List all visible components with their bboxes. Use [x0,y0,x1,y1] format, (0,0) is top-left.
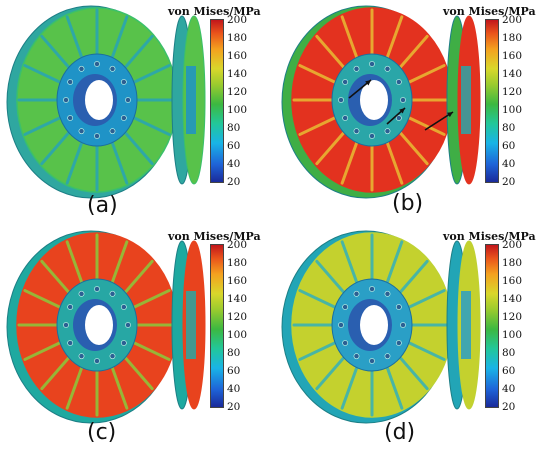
colorbar-tick-label: 140 [227,68,248,80]
colorbar-ticks: 200 180 160 140 120 100 80 60 40 20 [502,239,532,413]
colorbar-title: von Mises/MPa [443,5,536,18]
colorbar-tick-label: 120 [227,311,248,323]
side-view-hub [186,291,196,359]
colorbar-tick-label: 100 [227,329,248,341]
bolt-holes [338,286,406,364]
colorbar-tick-label: 160 [227,50,248,62]
panel-label: (b) [392,191,424,216]
colorbar-tick-label: 100 [502,329,523,341]
colorbar [210,244,224,408]
panel-label: (a) [87,193,118,218]
bore-hole [85,80,113,120]
colorbar-ticks: 200 180 160 140 120 100 80 60 40 20 [502,14,532,188]
bore-hole [360,80,388,120]
panel-a: von Mises/MPa 200 180 160 140 120 100 80 60 40 20… [0,0,275,224]
colorbar-tick-label: 200 [502,14,523,26]
colorbar-tick-label: 180 [227,32,248,44]
colorbar [485,244,499,408]
disc-render [6,5,206,199]
colorbar-tick-label: 80 [502,122,516,134]
colorbar-tick-label: 200 [227,239,248,251]
colorbar-title: von Mises/MPa [168,5,261,18]
side-view-hub [186,66,196,134]
bolt-holes [63,61,131,139]
colorbar-tick-label: 120 [502,86,523,98]
colorbar-tick-label: 120 [227,86,248,98]
colorbar-ticks: 200 180 160 140 120 100 80 60 40 20 [227,239,257,413]
disc-vanes [17,233,177,417]
colorbar-title: von Mises/MPa [443,230,536,243]
colorbar-tick-label: 40 [502,158,516,170]
colorbar-tick-label: 20 [502,401,516,413]
colorbar-tick-label: 60 [502,365,516,377]
colorbar-tick-label: 20 [502,176,516,188]
colorbar-tick-label: 40 [227,158,241,170]
colorbar-tick-label: 100 [227,104,248,116]
colorbar-tick-label: 100 [502,104,523,116]
panel-label: (d) [384,420,416,445]
bolt-holes [338,61,406,139]
colorbar-tick-label: 200 [502,239,523,251]
colorbar-tick-label: 80 [502,347,516,359]
colorbar-tick-label: 140 [502,293,523,305]
disc-render [281,230,481,424]
colorbar-tick-label: 160 [227,275,248,287]
colorbar [210,19,224,183]
colorbar-tick-label: 180 [502,32,523,44]
colorbar-tick-label: 20 [227,401,241,413]
colorbar-tick-label: 40 [227,383,241,395]
colorbar-title: von Mises/MPa [168,230,261,243]
colorbar-tick-label: 60 [227,365,241,377]
disc-vanes [17,8,177,192]
panel-label: (c) [87,420,117,445]
panel-c: von Mises/MPa 200 180 160 140 120 100 80 60 40 20… [0,225,275,449]
side-view-hub [461,291,471,359]
disc-vanes [292,233,452,417]
colorbar-tick-label: 180 [227,257,248,269]
colorbar-tick-label: 20 [227,176,241,188]
bore-hole [360,305,388,345]
disc-render [281,5,481,199]
disc-render [6,230,206,424]
colorbar-tick-label: 60 [502,140,516,152]
colorbar-tick-label: 140 [227,293,248,305]
colorbar-tick-label: 60 [227,140,241,152]
disc-vanes [292,8,452,192]
colorbar-tick-label: 180 [502,257,523,269]
colorbar-tick-label: 200 [227,14,248,26]
bore-hole [85,305,113,345]
stress-arrows [348,79,454,131]
colorbar-tick-label: 140 [502,68,523,80]
side-view-hub [461,66,471,134]
colorbar-tick-label: 160 [502,275,523,287]
colorbar-tick-label: 120 [502,311,523,323]
colorbar-tick-label: 80 [227,347,241,359]
colorbar-tick-label: 160 [502,50,523,62]
colorbar-tick-label: 40 [502,383,516,395]
colorbar-ticks: 200 180 160 140 120 100 80 60 40 20 [227,14,257,188]
colorbar-tick-label: 80 [227,122,241,134]
panel-b: von Mises/MPa 200 180 160 140 120 100 80 60 40 20… [275,0,550,224]
bolt-holes [63,286,131,364]
colorbar [485,19,499,183]
panel-d: von Mises/MPa 200 180 160 140 120 100 80 60 40 20… [275,225,550,449]
